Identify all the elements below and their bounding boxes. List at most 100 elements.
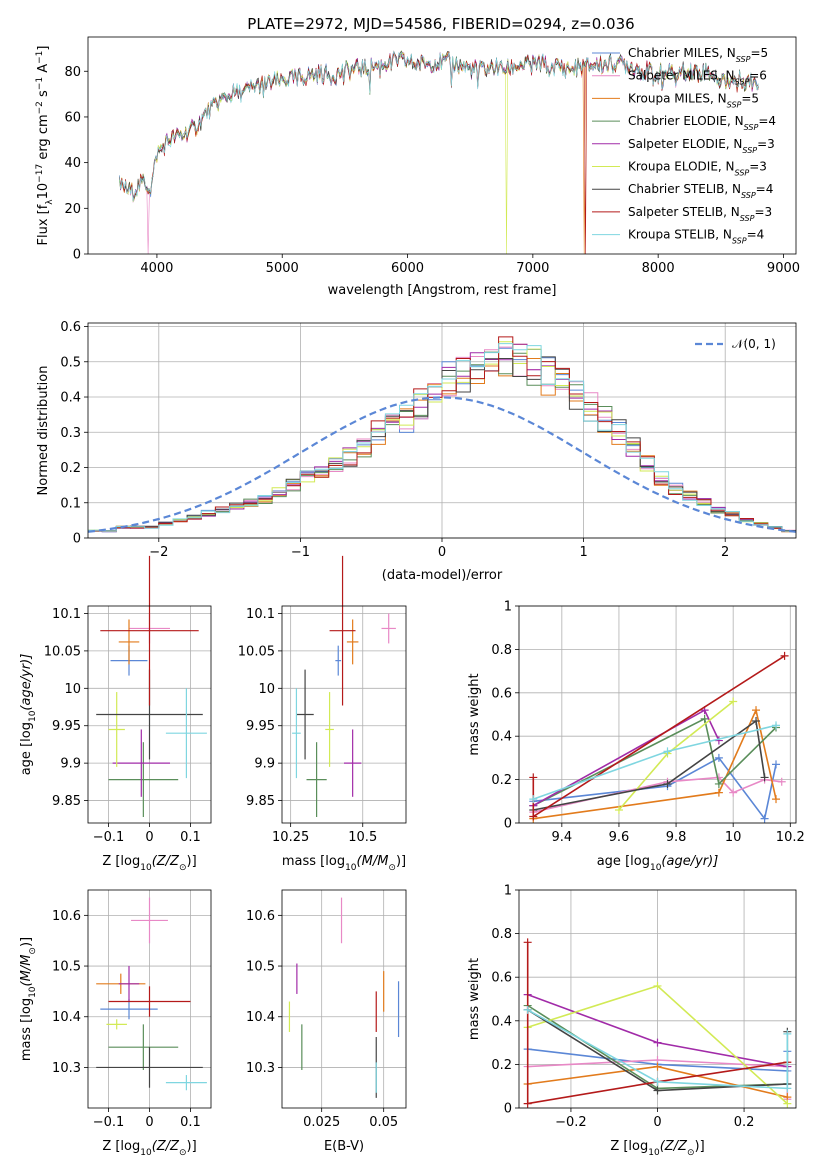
y-tick-label: 10.6 — [246, 909, 275, 924]
weight-point — [529, 773, 538, 782]
weight-point — [714, 779, 723, 788]
y-tick-label: 9.85 — [246, 794, 275, 809]
y-tick-label: 0.4 — [60, 391, 81, 406]
y-tick-label: 10.05 — [238, 644, 275, 659]
x-tick-label: 10.5 — [348, 830, 377, 845]
y-tick-label: 0.8 — [491, 927, 512, 942]
x-tick-label: −0.1 — [93, 1115, 125, 1130]
axes-frame — [87, 36, 797, 255]
x-axis-label: E(B-V) — [324, 1139, 364, 1154]
y-tick-label: 0.1 — [60, 496, 81, 511]
histogram-steps — [88, 343, 796, 532]
y-tick-label: 10.1 — [52, 607, 81, 622]
weight-point — [729, 697, 738, 706]
mass-vs-ebv-panel: 0.025 0.05 10.3 10.4 10.5 10.6 E(B-V) — [246, 889, 407, 1154]
weight-point — [752, 717, 761, 726]
legend-entry: Kroupa STELIB, NSSP=4 — [628, 228, 764, 246]
x-axis-label: Z [log10(Z/Z⊙)] — [102, 1139, 196, 1158]
x-tick-label: 0 — [145, 1115, 153, 1130]
y-axis-label: Normed distribution — [36, 366, 51, 496]
weight-line — [533, 707, 777, 820]
y-tick-label: 1 — [504, 600, 512, 615]
y-tick-label: 0.6 — [60, 320, 81, 335]
y-axis-label: mass weight — [467, 958, 482, 1040]
x-tick-label: 0.2 — [734, 1115, 755, 1130]
axes-frame — [518, 605, 797, 824]
spectrum-line — [119, 52, 759, 199]
y-tick-label: 10 — [258, 682, 275, 697]
weight-point — [663, 779, 672, 788]
x-tick-label: 10 — [725, 830, 742, 845]
weight-line — [526, 942, 788, 1105]
axes-frame — [87, 322, 797, 539]
legend-entry: 𝒩(0, 1) — [732, 337, 776, 351]
x-tick-label: 9000 — [767, 261, 800, 276]
weight-point — [714, 753, 723, 762]
y-tick-label: 10 — [64, 682, 81, 697]
legend-entry: Chabrier STELIB, NSSP=4 — [628, 182, 773, 200]
y-tick-label: 10.6 — [52, 909, 81, 924]
y-tick-label: 10.3 — [246, 1061, 275, 1076]
x-tick-label: 9.8 — [666, 830, 687, 845]
weight-point — [772, 721, 781, 730]
x-tick-label: 1 — [579, 545, 587, 560]
weight-point — [760, 814, 769, 823]
weight-point — [783, 1084, 792, 1093]
x-axis-label: (data-model)/error — [382, 568, 503, 583]
weight-point — [529, 812, 538, 821]
y-tick-label: 20 — [64, 202, 81, 217]
y-axis-label: Flux [fλ10−17 erg cm−2 s−1 A−1] — [35, 46, 55, 246]
weight-point — [780, 651, 789, 660]
x-tick-label: −1 — [291, 545, 310, 560]
y-tick-label: 9.9 — [254, 757, 275, 772]
y-tick-label: 10.5 — [52, 960, 81, 975]
y-tick-label: 0 — [504, 817, 512, 832]
y-tick-label: 10.4 — [246, 1010, 275, 1025]
y-tick-label: 0 — [73, 248, 81, 263]
weight-point — [523, 1005, 532, 1014]
weight-point — [653, 981, 662, 990]
x-tick-label: 2 — [721, 545, 729, 560]
y-tick-label: 80 — [64, 65, 81, 80]
x-tick-label: 0.1 — [180, 1115, 201, 1130]
x-tick-label: 0 — [145, 830, 153, 845]
weight-vs-age-panel: 9.4 9.6 9.8 10 10.2 0 0.2 0.4 0.6 0.8 1 age [log10(… — [467, 600, 805, 874]
x-tick-label: 10.25 — [272, 830, 309, 845]
y-tick-label: 0.6 — [491, 971, 512, 986]
weight-line — [527, 1009, 789, 1090]
axes-frame — [87, 605, 212, 824]
x-tick-label: −0.2 — [555, 1115, 587, 1130]
y-tick-label: 10.1 — [246, 607, 275, 622]
x-axis-label: Z [log10(Z/Z⊙)] — [102, 854, 196, 873]
figure-title: PLATE=2972, MJD=54586, FIBERID=0294, z=0… — [247, 15, 634, 33]
x-tick-label: 0.05 — [369, 1115, 398, 1130]
x-tick-label: 0 — [653, 1115, 661, 1130]
age-vs-mass-panel: 10.25 10.5 9.85 9.9 9.95 10 10.05 10.1 mass [log… — [238, 555, 407, 873]
y-tick-label: 60 — [64, 110, 81, 125]
weight-line — [533, 719, 766, 811]
axes-frame — [281, 889, 407, 1109]
weight-point — [714, 788, 723, 797]
y-tick-label: 0.6 — [491, 686, 512, 701]
axes-frame — [281, 605, 407, 824]
weight-point — [663, 747, 672, 756]
age-vs-metallicity-panel: −0.1 0 0.1 9.85 9.9 9.95 10 10.05 10.1 Z [log10(Z… — [19, 555, 212, 873]
y-tick-label: 0.4 — [491, 1014, 512, 1029]
y-tick-label: 40 — [64, 156, 81, 171]
y-tick-label: 9.95 — [246, 719, 275, 734]
y-tick-label: 0.8 — [491, 643, 512, 658]
weight-point — [529, 795, 538, 804]
weight-point — [653, 1086, 662, 1095]
y-tick-label: 10.5 — [246, 960, 275, 975]
legend-entry: Kroupa MILES, NSSP=5 — [628, 91, 759, 109]
axes-frame — [518, 889, 797, 1109]
weight-point — [752, 706, 761, 715]
x-tick-label: 9.4 — [551, 830, 572, 845]
legend: 𝒩(0, 1) — [695, 337, 776, 351]
y-tick-label: 0.2 — [60, 461, 81, 476]
weight-point — [772, 760, 781, 769]
x-tick-label: 10.2 — [776, 830, 805, 845]
x-tick-label: 6000 — [391, 261, 424, 276]
y-tick-label: 0 — [73, 532, 81, 547]
